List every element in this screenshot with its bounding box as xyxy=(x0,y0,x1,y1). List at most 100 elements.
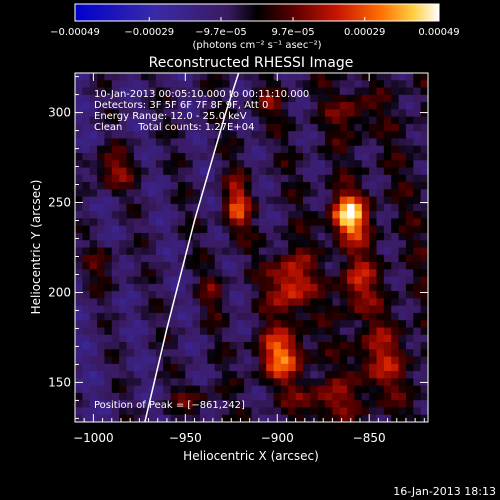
heatmap-cell xyxy=(391,356,399,365)
heatmap-cell xyxy=(266,182,274,190)
heatmap-cell xyxy=(332,291,341,299)
heatmap-cell xyxy=(339,392,348,401)
heatmap-cell xyxy=(148,298,157,307)
heatmap-cell xyxy=(126,298,135,307)
heatmap-cell xyxy=(310,349,319,357)
heatmap-cell xyxy=(82,240,91,248)
heatmap-cell xyxy=(97,378,105,387)
heatmap-cell xyxy=(163,400,172,408)
heatmap-cell xyxy=(273,392,282,401)
heatmap-cell xyxy=(104,167,113,176)
heatmap-cell xyxy=(244,211,252,219)
heatmap-cell xyxy=(354,342,363,350)
heatmap-cell xyxy=(398,73,407,81)
heatmap-cell xyxy=(325,73,333,81)
heatmap-cell xyxy=(141,182,149,190)
heatmap-cell xyxy=(288,400,297,408)
heatmap-cell xyxy=(369,414,377,422)
heatmap-cell xyxy=(97,211,105,219)
heatmap-cell xyxy=(89,262,98,270)
heatmap-cell xyxy=(325,102,333,110)
heatmap-cell xyxy=(89,356,98,365)
heatmap-cell xyxy=(75,269,83,277)
heatmap-cell xyxy=(244,342,252,350)
heatmap-cell xyxy=(133,94,142,103)
heatmap-cell xyxy=(354,182,363,190)
heatmap-cell xyxy=(214,87,223,96)
heatmap-cell xyxy=(339,254,348,263)
heatmap-cell xyxy=(266,298,274,307)
heatmap-cell xyxy=(222,414,230,422)
heatmap-cell xyxy=(325,269,333,277)
heatmap-cell xyxy=(383,320,392,328)
heatmap-cell xyxy=(133,80,142,88)
heatmap-cell xyxy=(413,102,422,110)
heatmap-cell xyxy=(97,174,105,183)
heatmap-cell xyxy=(192,247,201,256)
heatmap-cell xyxy=(75,109,83,118)
heatmap-cell xyxy=(258,174,267,183)
heatmap-cell xyxy=(229,196,238,205)
heatmap-cell xyxy=(369,160,377,168)
heatmap-cell xyxy=(236,87,245,96)
heatmap-cell xyxy=(185,87,194,96)
heatmap-cell xyxy=(295,305,304,314)
heatmap-cell xyxy=(200,342,208,350)
heatmap-cell xyxy=(251,160,260,168)
heatmap-cell xyxy=(141,218,149,227)
heatmap-cell xyxy=(133,342,142,350)
heatmap-cell xyxy=(339,349,348,357)
heatmap-cell xyxy=(236,240,245,248)
heatmap-cell xyxy=(89,254,98,263)
heatmap-cell xyxy=(214,407,223,416)
heatmap-cell xyxy=(251,152,260,161)
heatmap-cell xyxy=(89,276,98,285)
heatmap-cell xyxy=(192,131,201,139)
heatmap-cell xyxy=(229,400,238,408)
heatmap-cell xyxy=(391,400,399,408)
heatmap-cell xyxy=(310,94,319,103)
heatmap-cell xyxy=(251,145,260,154)
heatmap-cell xyxy=(280,225,289,234)
heatmap-cell xyxy=(236,320,245,328)
solar-limb-line xyxy=(144,73,240,422)
heatmap-cell xyxy=(273,262,282,270)
heatmap-cell xyxy=(126,225,135,234)
heatmap-cell xyxy=(75,152,83,161)
heatmap-cell xyxy=(302,298,311,307)
heatmap-cell xyxy=(420,356,428,365)
heatmap-cell xyxy=(75,320,83,328)
heatmap-cell xyxy=(405,94,414,103)
heatmap-cell xyxy=(347,327,355,336)
heatmap-cell xyxy=(273,116,282,125)
heatmap-cell xyxy=(317,189,326,198)
heatmap-cell xyxy=(192,138,201,147)
heatmap-cell xyxy=(310,240,319,248)
heatmap-cell xyxy=(339,291,348,299)
heatmap-cell xyxy=(280,327,289,336)
heatmap-cell xyxy=(97,182,105,190)
heatmap-cell xyxy=(266,363,274,372)
heatmap-cell xyxy=(82,349,91,357)
heatmap-cell xyxy=(266,123,274,132)
heatmap-cell xyxy=(214,312,223,321)
heatmap-cell xyxy=(119,145,127,154)
heatmap-cell xyxy=(383,196,392,205)
heatmap-cell xyxy=(89,189,98,198)
peak-position-label: Position of Peak = [−861,242] xyxy=(94,400,245,411)
heatmap-cell xyxy=(376,182,385,190)
heatmap-cell xyxy=(163,131,172,139)
heatmap-cell xyxy=(288,218,297,227)
heatmap-cell xyxy=(148,102,157,110)
heatmap-cell xyxy=(413,189,422,198)
heatmap-cell xyxy=(280,269,289,277)
heatmap-cell xyxy=(104,196,113,205)
heatmap-cell xyxy=(97,80,105,88)
heatmap-cell xyxy=(420,174,428,183)
heatmap-cell xyxy=(266,320,274,328)
heatmap-cell xyxy=(383,152,392,161)
heatmap-cell xyxy=(148,320,157,328)
heatmap-cell xyxy=(222,225,230,234)
heatmap-cell xyxy=(258,283,267,292)
heatmap-cell xyxy=(302,189,311,198)
